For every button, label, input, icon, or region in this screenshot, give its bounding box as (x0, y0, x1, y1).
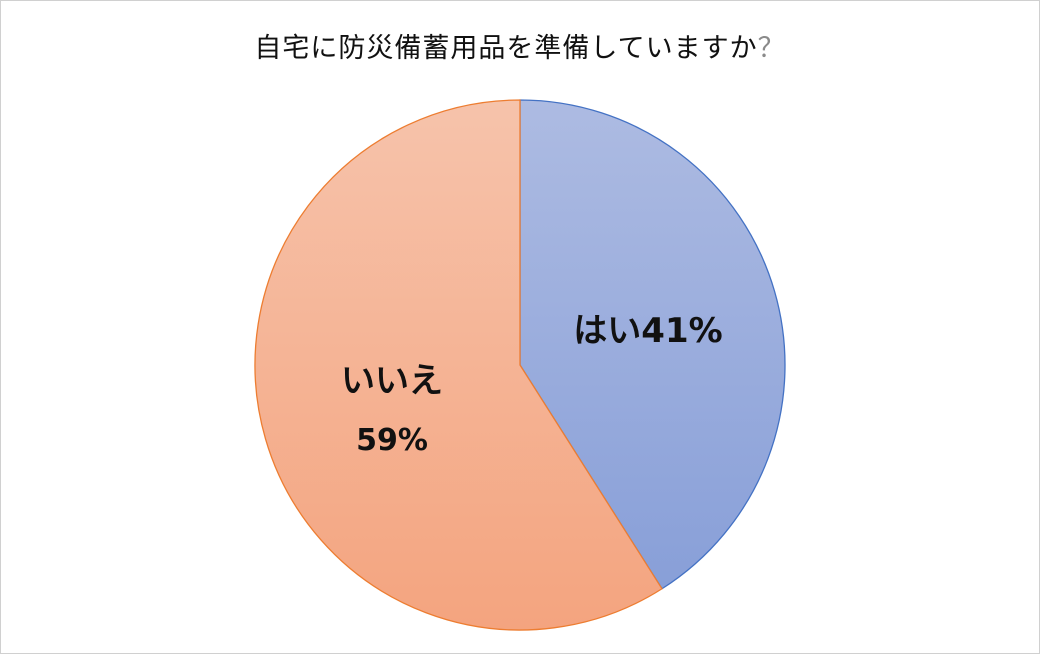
slice-label-no: いいえ (341, 361, 443, 401)
chart-title-question-mark: ？ (757, 33, 786, 64)
slice-value-no: 59% (356, 423, 428, 458)
chart-title-text: 自宅に防災備蓄用品を準備していますか (254, 33, 758, 64)
pie-slice-yes (519, 99, 786, 590)
pie-slice-no (254, 99, 663, 631)
chart-title: 自宅に防災備蓄用品を準備していますか？ (0, 26, 1040, 65)
slice-label-yes: はい41% (573, 311, 722, 351)
